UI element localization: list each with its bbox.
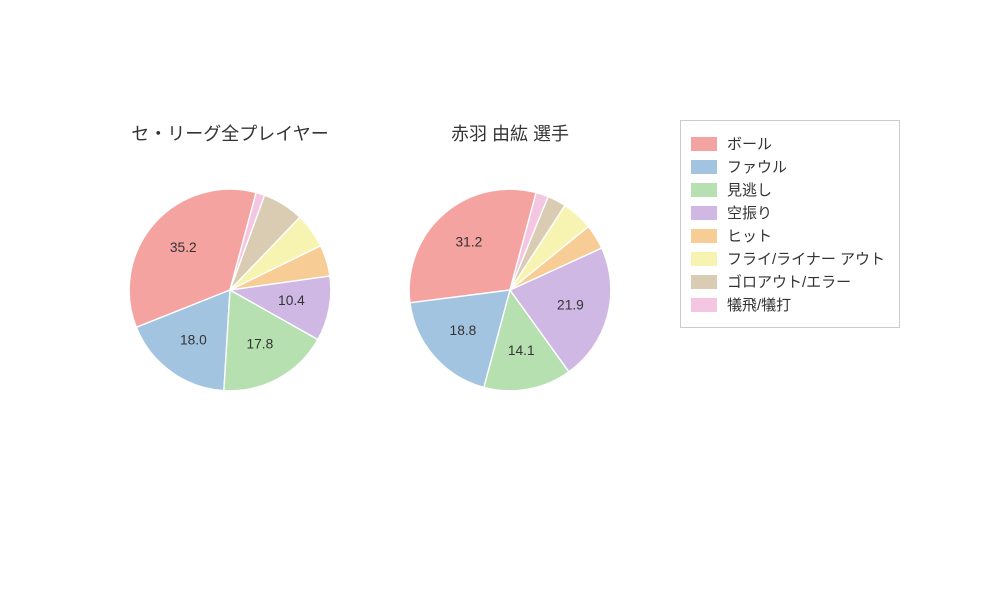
legend-item-hit: ヒット: [691, 225, 885, 246]
chart-title-league: セ・リーグ全プレイヤー: [100, 120, 360, 146]
pie-label-ball: 31.2: [455, 235, 482, 250]
legend-item-swing: 空振り: [691, 202, 885, 223]
pie-label-look: 17.8: [247, 337, 274, 352]
pie-label-swing: 10.4: [278, 293, 305, 308]
legend-swatch-ball: [691, 137, 717, 151]
legend-item-look: 見逃し: [691, 179, 885, 200]
legend-swatch-swing: [691, 206, 717, 220]
legend-item-ball: ボール: [691, 133, 885, 154]
legend-swatch-sac: [691, 298, 717, 312]
legend-swatch-look: [691, 183, 717, 197]
legend-item-flyliner: フライ/ライナー アウト: [691, 248, 885, 269]
legend-label-hit: ヒット: [727, 225, 772, 246]
chart-title-player: 赤羽 由紘 選手: [380, 120, 640, 146]
legend: ボールファウル見逃し空振りヒットフライ/ライナー アウトゴロアウト/エラー犠飛/…: [680, 120, 900, 328]
legend-item-ground: ゴロアウト/エラー: [691, 271, 885, 292]
pie-label-swing: 21.9: [557, 298, 584, 313]
pie-label-look: 14.1: [508, 343, 535, 358]
legend-label-sac: 犠飛/犠打: [727, 294, 791, 315]
legend-swatch-ground: [691, 275, 717, 289]
pie-label-foul: 18.8: [450, 323, 477, 338]
legend-item-foul: ファウル: [691, 156, 885, 177]
legend-label-look: 見逃し: [727, 179, 772, 200]
legend-label-ground: ゴロアウト/エラー: [727, 271, 851, 292]
legend-label-foul: ファウル: [727, 156, 787, 177]
legend-swatch-flyliner: [691, 252, 717, 266]
legend-label-ball: ボール: [727, 133, 772, 154]
pie-label-ball: 35.2: [170, 240, 197, 255]
legend-label-swing: 空振り: [727, 202, 772, 223]
legend-swatch-hit: [691, 229, 717, 243]
pie-label-foul: 18.0: [180, 332, 207, 347]
pie-chart-league: 35.2 18.0 17.8 10.4: [120, 180, 340, 400]
pie-chart-player: 31.2 18.8 14.1 21.9: [400, 180, 620, 400]
legend-item-sac: 犠飛/犠打: [691, 294, 885, 315]
legend-label-flyliner: フライ/ライナー アウト: [727, 248, 885, 269]
chart-container: { "background_color": "#ffffff", "font_f…: [0, 0, 1000, 600]
legend-swatch-foul: [691, 160, 717, 174]
